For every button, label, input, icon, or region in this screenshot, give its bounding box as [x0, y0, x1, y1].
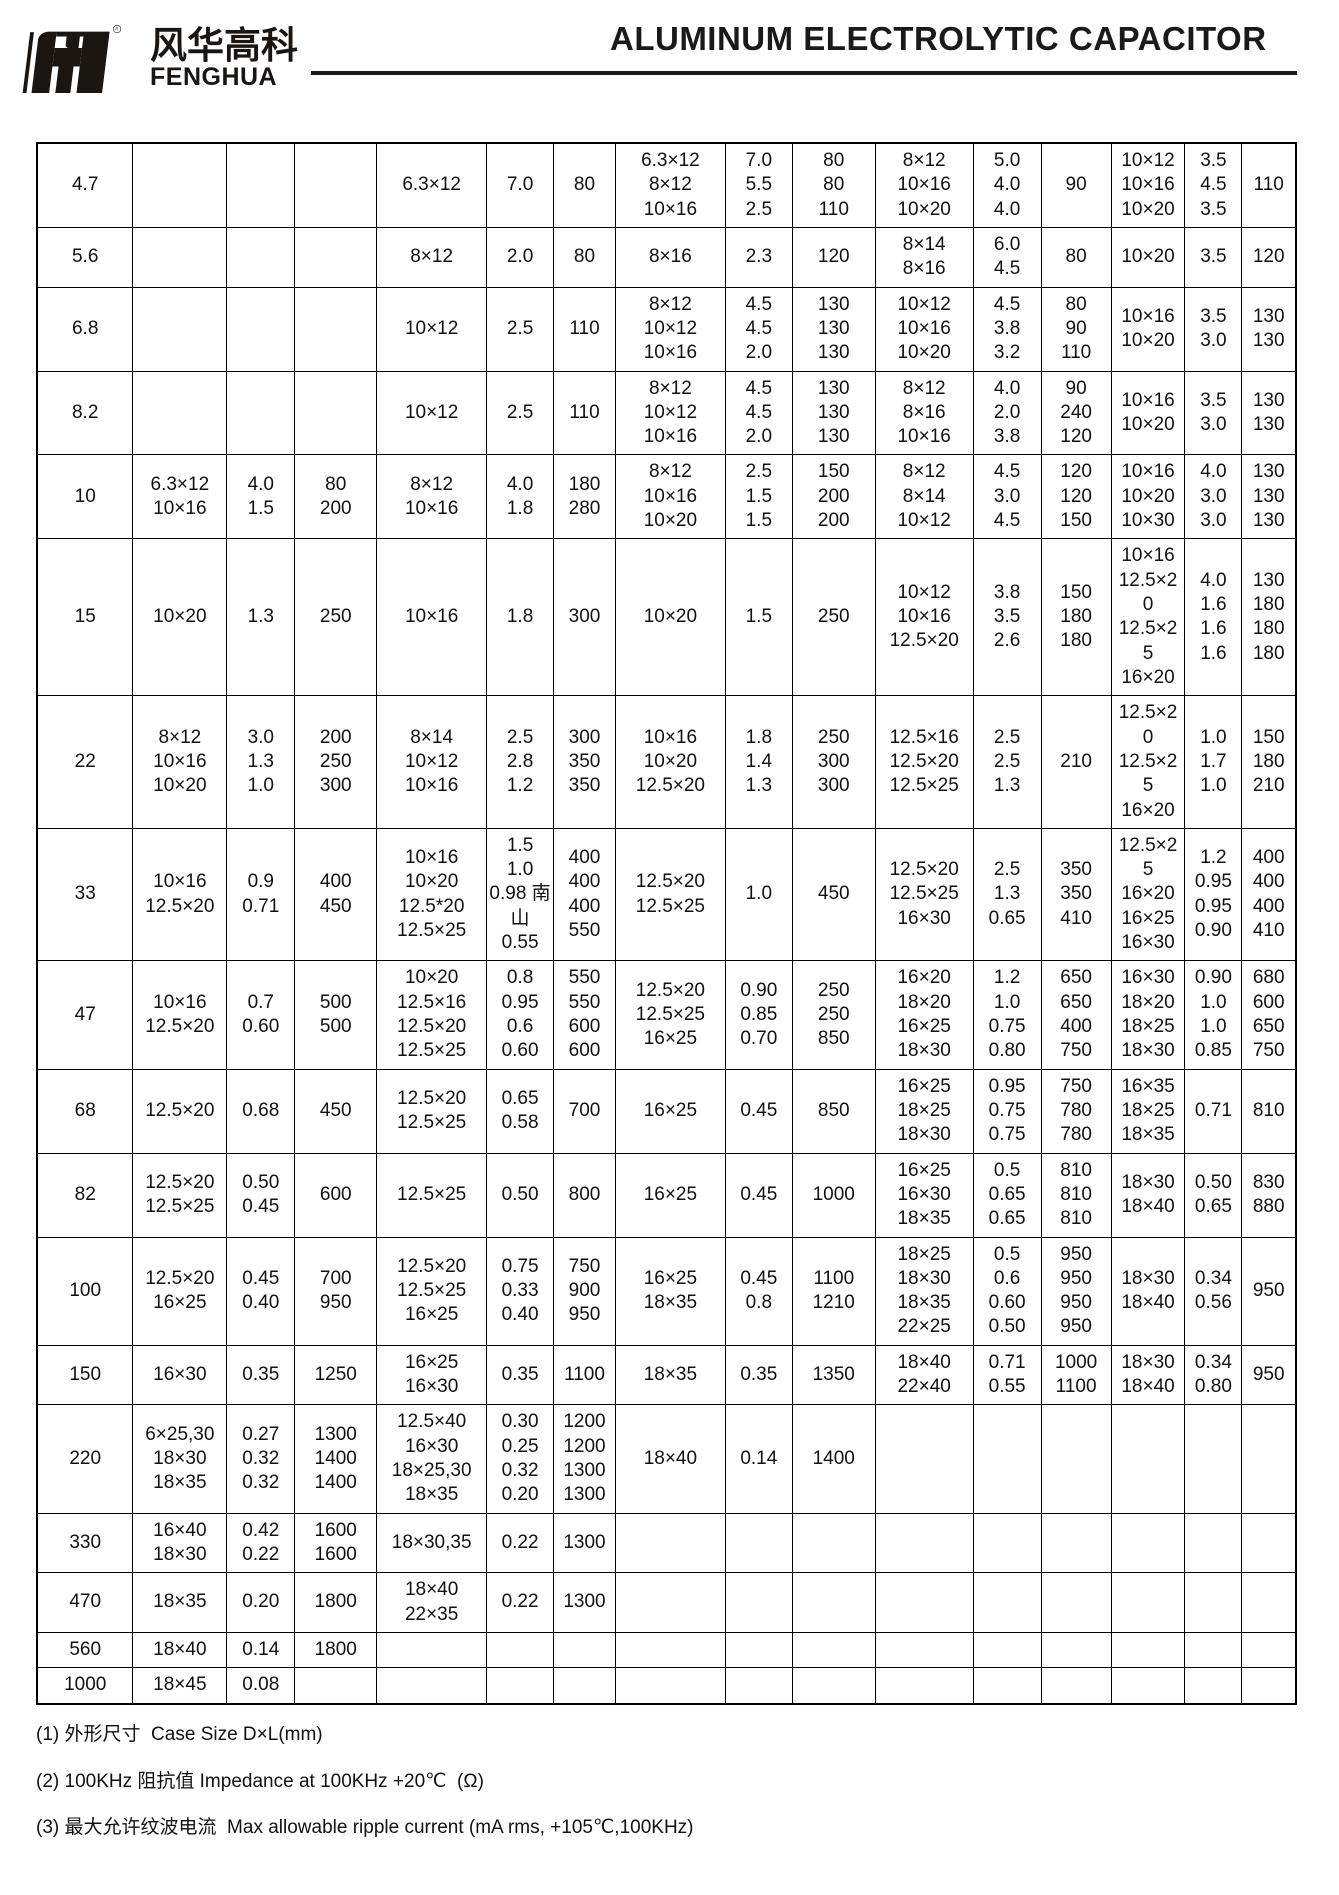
- svg-text:R: R: [115, 27, 118, 32]
